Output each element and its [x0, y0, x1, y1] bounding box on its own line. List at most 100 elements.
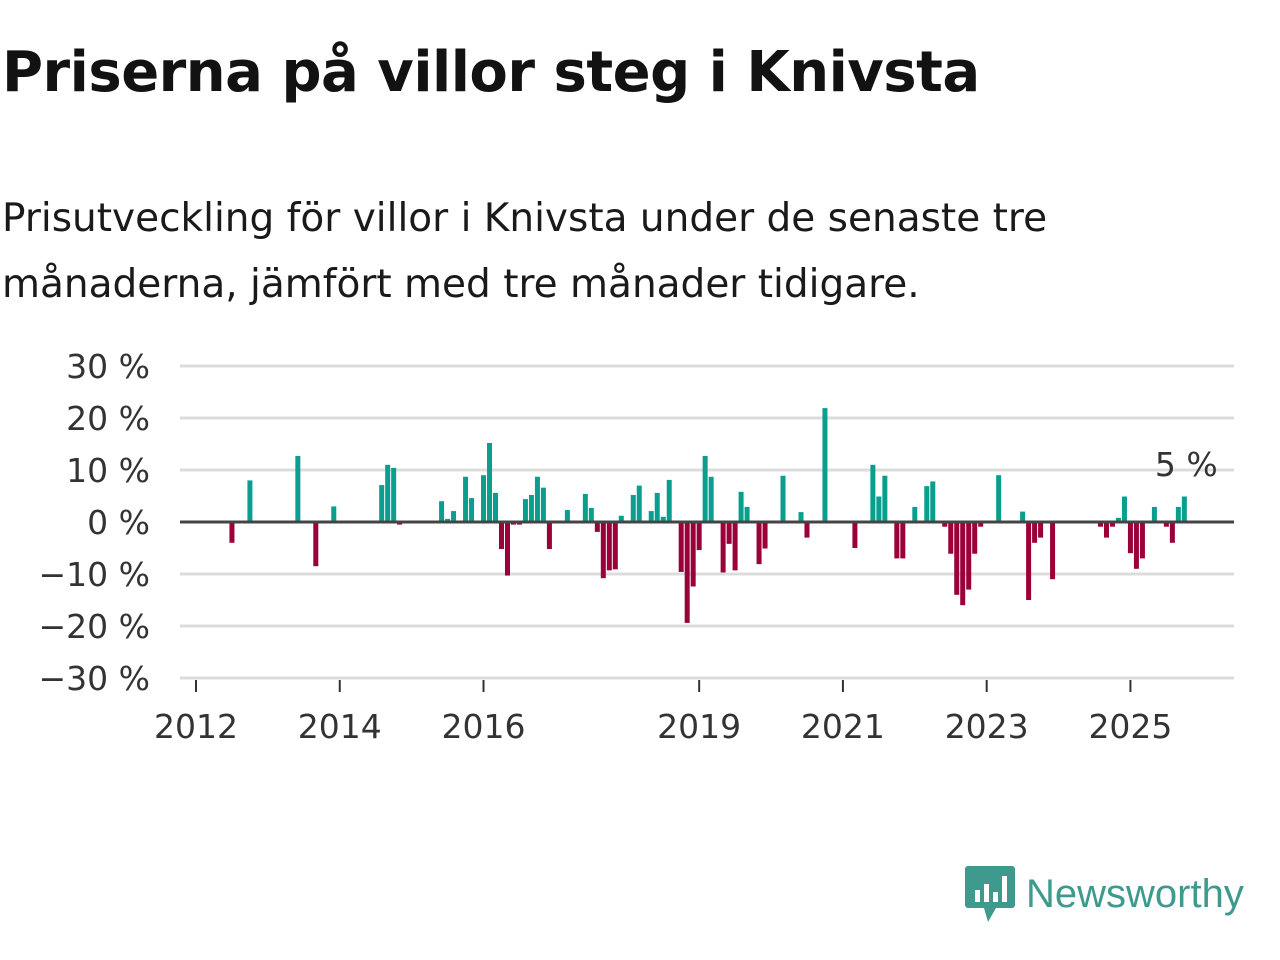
bar [313, 522, 319, 567]
bar [504, 522, 510, 576]
x-tick-label: 2019 [657, 707, 741, 746]
bar [493, 492, 498, 522]
bar [756, 522, 762, 565]
bar [1020, 511, 1026, 522]
bar [954, 522, 960, 595]
y-tick-label: −20 % [39, 607, 151, 646]
bar [528, 494, 534, 522]
chart-title: Priserna på villor steg i Knivsta [2, 40, 980, 105]
x-tick-label: 2023 [945, 707, 1029, 746]
bar [882, 475, 888, 522]
bar [1151, 506, 1157, 522]
bar [822, 408, 828, 522]
bar [978, 522, 984, 527]
bar [1181, 496, 1187, 522]
bar [481, 475, 487, 522]
bar [534, 476, 540, 522]
bar [660, 516, 666, 522]
bar [654, 492, 660, 522]
bar [588, 507, 594, 522]
bar [295, 455, 301, 522]
bar [696, 522, 702, 551]
y-tick-label: −30 % [39, 659, 151, 698]
bar [1175, 506, 1181, 522]
bar [331, 506, 337, 522]
bar [445, 518, 451, 522]
bar [606, 522, 612, 571]
bar [930, 481, 936, 522]
x-tick-label: 2016 [442, 707, 526, 746]
bar [636, 485, 642, 522]
bar [648, 511, 654, 522]
newsworthy-logo-icon [965, 866, 1015, 922]
bar [1026, 522, 1032, 600]
bar [1032, 522, 1038, 543]
bar [726, 522, 732, 544]
chart-subtitle: Prisutveckling för villor i Knivsta unde… [2, 196, 1048, 307]
x-tick-label: 2021 [801, 707, 885, 746]
x-tick-label: 2025 [1088, 707, 1172, 746]
bar [618, 515, 624, 522]
bar [996, 475, 1002, 522]
bar [666, 479, 672, 522]
bar [469, 498, 475, 522]
bar [498, 522, 504, 550]
y-tick-label: 0 % [87, 503, 150, 542]
bar [966, 522, 972, 590]
bar [612, 522, 618, 570]
bar [720, 522, 726, 573]
bar [780, 475, 786, 522]
bar [894, 522, 900, 559]
brand-name: Newsworthy [1026, 871, 1244, 916]
bar [540, 487, 546, 522]
bar [684, 522, 690, 623]
bar [798, 512, 804, 522]
bar [678, 522, 684, 572]
bar [972, 522, 978, 554]
bar [594, 522, 600, 532]
annotation-label: 5 % [1155, 445, 1218, 484]
bar [451, 511, 457, 522]
bar [1169, 522, 1175, 543]
bar [391, 467, 397, 522]
bar [870, 464, 876, 522]
bar [229, 522, 235, 543]
bar [744, 506, 750, 522]
bar [546, 522, 552, 550]
bar [1050, 522, 1056, 580]
bar [960, 522, 966, 606]
bar [942, 522, 948, 527]
bar [1139, 522, 1145, 559]
x-tick-label: 2012 [154, 707, 238, 746]
bar [1133, 522, 1139, 569]
bar [463, 476, 469, 522]
bar [1115, 517, 1121, 522]
bar [1127, 522, 1133, 554]
bar [600, 522, 606, 579]
bar [912, 506, 918, 522]
bar [690, 522, 696, 587]
bar [1038, 522, 1044, 538]
bar [708, 476, 714, 522]
bar [564, 510, 570, 522]
bar [900, 522, 906, 559]
bar [582, 493, 588, 522]
bar-chart: 30 % 20 % 10 % 0 % −10 % −20 % −30 %2012 2014 20… [39, 347, 1234, 746]
y-tick-label: −10 % [39, 555, 151, 594]
bar [1103, 522, 1109, 538]
y-tick-label: 20 % [66, 399, 150, 438]
bar [385, 464, 391, 522]
y-tick-label: 30 % [66, 347, 150, 386]
bar [738, 491, 744, 522]
bar [762, 522, 768, 549]
bar [876, 496, 882, 522]
bar [630, 494, 636, 522]
bar [1121, 496, 1127, 522]
bar [852, 522, 858, 548]
bar [1163, 522, 1169, 527]
bar [439, 501, 445, 522]
bar [1097, 522, 1103, 527]
bar [732, 522, 738, 571]
bar [924, 486, 930, 522]
bar [522, 499, 528, 522]
